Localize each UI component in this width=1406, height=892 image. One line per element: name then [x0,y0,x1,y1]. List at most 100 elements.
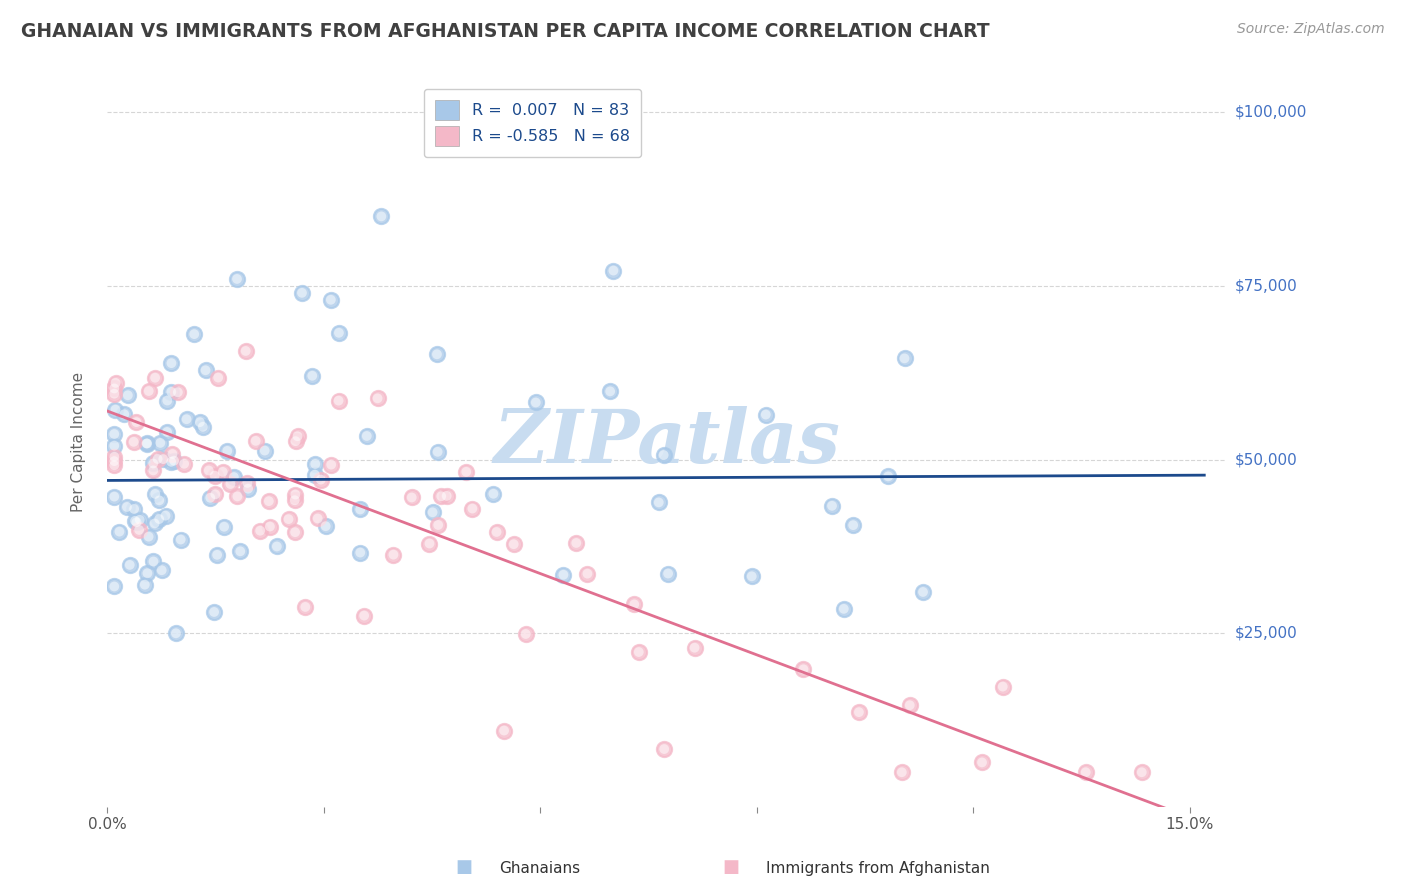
Point [142,554,165,568]
Point [200,491,222,505]
Point [307,511,329,525]
Point [1074,765,1097,780]
Point [461,501,484,516]
Point [576,566,599,581]
Point [367,392,389,406]
Point [502,537,524,551]
Point [792,662,814,676]
Point [1130,765,1153,780]
Point [128,513,150,527]
Point [142,457,165,471]
Point [183,327,205,342]
Point [284,525,307,540]
Point [991,680,1014,694]
Point [202,605,225,619]
Point [382,548,405,562]
Point [576,566,599,581]
Point [287,429,309,443]
Point [284,434,307,449]
Point [156,393,179,408]
Point [565,536,588,550]
Point [349,502,371,516]
Point [657,566,679,581]
Point [103,386,125,401]
Point [349,545,371,559]
Text: Ghanaians: Ghanaians [499,861,581,876]
Point [418,536,440,550]
Point [176,412,198,426]
Point [138,530,160,544]
Point [128,523,150,537]
Point [422,505,444,519]
Point [842,518,865,533]
Point [156,425,179,439]
Point [253,443,276,458]
Point [176,412,198,426]
Point [103,427,125,442]
Point [515,627,537,641]
Point [103,439,125,453]
Point [426,445,449,459]
Point [284,493,307,508]
Point [245,434,267,448]
Point [191,419,214,434]
Point [112,407,135,421]
Point [138,384,160,398]
Point [328,326,350,340]
Point [890,765,912,780]
Point [401,491,423,505]
Point [146,452,169,467]
Point [124,514,146,528]
Point [118,558,141,572]
Point [319,293,342,307]
Point [143,487,166,501]
Point [188,415,211,429]
Point [245,434,267,448]
Point [143,370,166,384]
Point [122,434,145,449]
Point [143,516,166,531]
Point [657,566,679,581]
Point [104,376,127,390]
Point [217,443,239,458]
Point [103,579,125,593]
Point [146,452,169,467]
Point [122,502,145,516]
Point [160,356,183,370]
Point [134,577,156,591]
Point [226,272,249,286]
Point [382,548,405,562]
Point [122,502,145,516]
Point [427,518,450,533]
Point [792,662,814,676]
Point [149,436,172,450]
Point [166,385,188,400]
Point [627,645,650,659]
Point [162,447,184,461]
Point [103,458,125,473]
Point [461,501,484,516]
Point [108,524,131,539]
Point [648,495,671,509]
Point [205,548,228,562]
Point [143,516,166,531]
Point [142,554,165,568]
Point [142,457,165,471]
Point [197,463,219,477]
Point [898,698,921,713]
Point [422,505,444,519]
Point [877,469,900,483]
Point [165,626,187,640]
Point [648,495,671,509]
Point [202,605,225,619]
Point [430,489,453,503]
Point [877,469,900,483]
Point [142,463,165,477]
Point [426,445,449,459]
Point [103,381,125,395]
Point [156,393,179,408]
Point [259,519,281,533]
Point [160,384,183,399]
Point [356,429,378,443]
Point [553,567,575,582]
